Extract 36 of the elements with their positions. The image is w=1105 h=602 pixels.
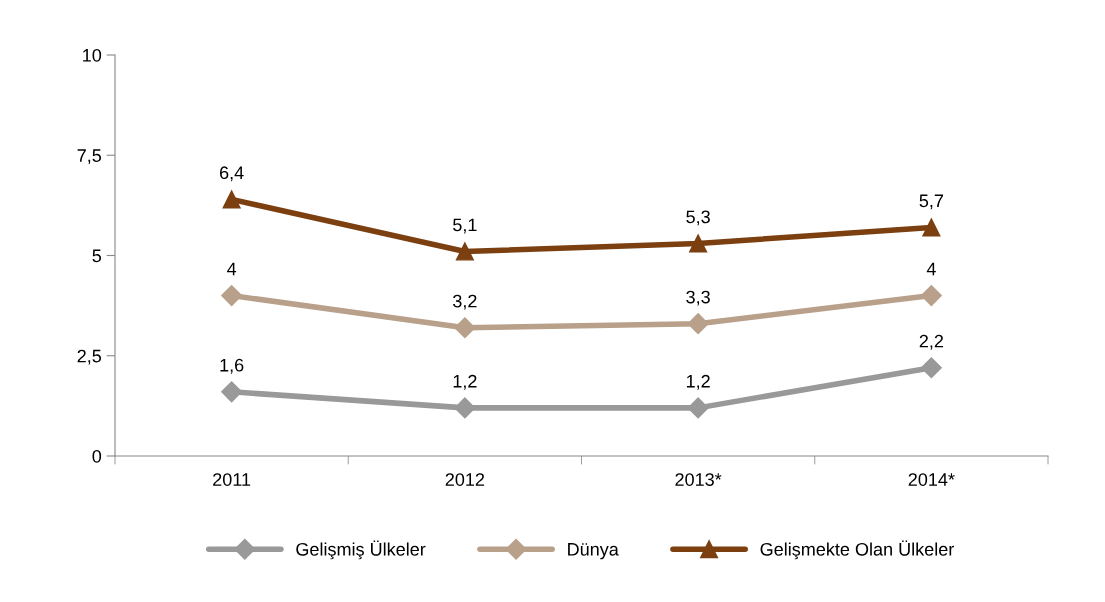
data-label: 3,3: [686, 290, 710, 306]
y-tick-label: 2,5: [77, 349, 102, 365]
data-label: 5,1: [453, 218, 477, 234]
point: [687, 313, 709, 335]
x-tick-label: 2011: [213, 473, 251, 486]
point: [689, 234, 708, 253]
point: [922, 218, 941, 237]
data-label: 4: [227, 262, 237, 276]
data-label: 5,7: [919, 194, 944, 210]
data-label: 1,6: [220, 358, 244, 374]
data-label: 5,3: [686, 210, 710, 226]
data-label: 1,2: [686, 374, 710, 390]
point: [454, 397, 476, 419]
y-tick-label: 0: [92, 449, 102, 463]
legend-label: Gelişmekte Olan Ülkeler: [760, 540, 954, 560]
data-label: 6,4: [219, 166, 244, 182]
point: [455, 242, 474, 261]
data-label: 2,2: [919, 334, 944, 350]
y-tick-label: 7,5: [77, 149, 102, 165]
data-label: 3,2: [453, 294, 477, 310]
point: [687, 397, 709, 419]
point: [920, 357, 942, 379]
y-tick-label: 10: [83, 48, 102, 62]
point: [221, 381, 243, 403]
data-label: 4: [926, 262, 936, 276]
y-tick-label: 5: [92, 249, 102, 263]
data-label: 1,2: [453, 374, 477, 390]
point: [222, 190, 241, 209]
x-tick-label: 2013*: [675, 473, 722, 486]
legend-label: Gelişmiş Ülkeler: [296, 540, 426, 560]
point: [920, 285, 942, 307]
point: [221, 285, 243, 307]
x-tick-label: 2014*: [908, 473, 955, 486]
x-tick-label: 2012: [445, 473, 485, 486]
point: [454, 317, 476, 339]
legend-label: Dünya: [568, 543, 619, 560]
